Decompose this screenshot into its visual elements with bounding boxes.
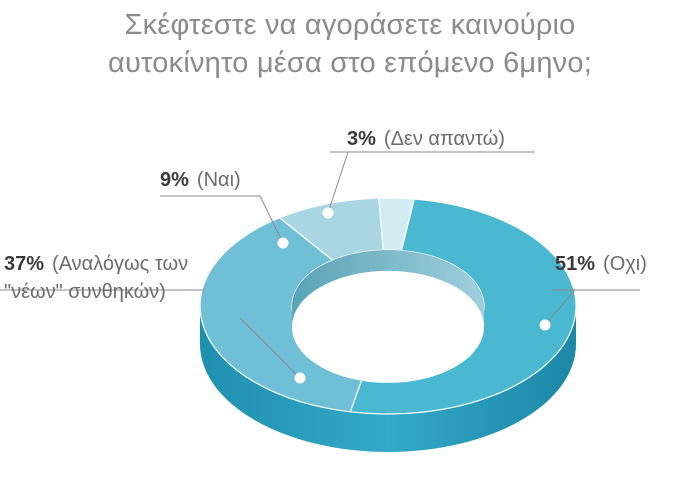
chart-title: Σκέφτεστε να αγοράσετε καινούριο αυτοκίν… (0, 6, 700, 82)
slice-percent: 37% (4, 253, 44, 275)
slice-percent: 9% (160, 169, 189, 191)
slice-label-text: 3% (Δεν απαντώ) (347, 128, 505, 150)
leader-line (327, 151, 349, 214)
leader-dot (277, 237, 289, 249)
slice-label-line-1: (Οχι) (603, 253, 647, 275)
slice-label-line-2: "νέων" συνθηκών) (4, 281, 166, 303)
slice-label-2: 37% (Αναλόγως των "νέων" συνθηκών) (0, 253, 306, 384)
leader-dot (539, 319, 551, 331)
leader-line (259, 195, 284, 244)
leader-line (239, 317, 301, 379)
leader-dot (294, 372, 306, 384)
donut-outer-wall (200, 306, 576, 452)
donut-hole (292, 270, 484, 383)
slice-label-line-1: (Αναλόγως των (52, 253, 188, 275)
leader-line (544, 289, 576, 326)
chart-title-line-1: Σκέφτεστε να αγοράσετε καινούριο (124, 9, 576, 41)
leader-dot (322, 207, 334, 219)
slice-label-text: 51% (Οχι) (555, 253, 647, 275)
slice-percent: 3% (347, 128, 376, 150)
donut-inner-wall (292, 250, 484, 327)
chart-title-line-2: αυτοκίνητο μέσα στο επόμενο 6μηνο; (108, 47, 592, 79)
slice-label-line-1: (Δεν απαντώ) (384, 128, 505, 150)
slice-label-text: 37% (Αναλόγως των (4, 253, 188, 275)
slice-label-3: 9% (Ναι) (160, 169, 289, 249)
slice-label-text: 9% (Ναι) (160, 169, 241, 191)
slice-percent: 51% (555, 253, 595, 275)
slice-label-line-1: (Ναι) (197, 169, 241, 191)
slice-label-4: 3% (Δεν απαντώ) (322, 128, 535, 219)
slice-label-1: 51% (Οχι) (539, 253, 647, 331)
